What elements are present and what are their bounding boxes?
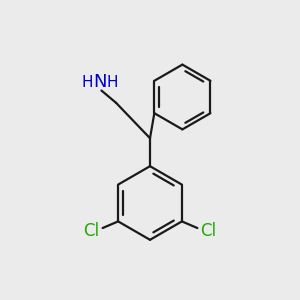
Text: Cl: Cl: [200, 222, 216, 240]
Text: H: H: [82, 75, 93, 90]
Text: H: H: [106, 75, 118, 90]
Text: Cl: Cl: [84, 222, 100, 240]
Text: N: N: [93, 73, 107, 91]
